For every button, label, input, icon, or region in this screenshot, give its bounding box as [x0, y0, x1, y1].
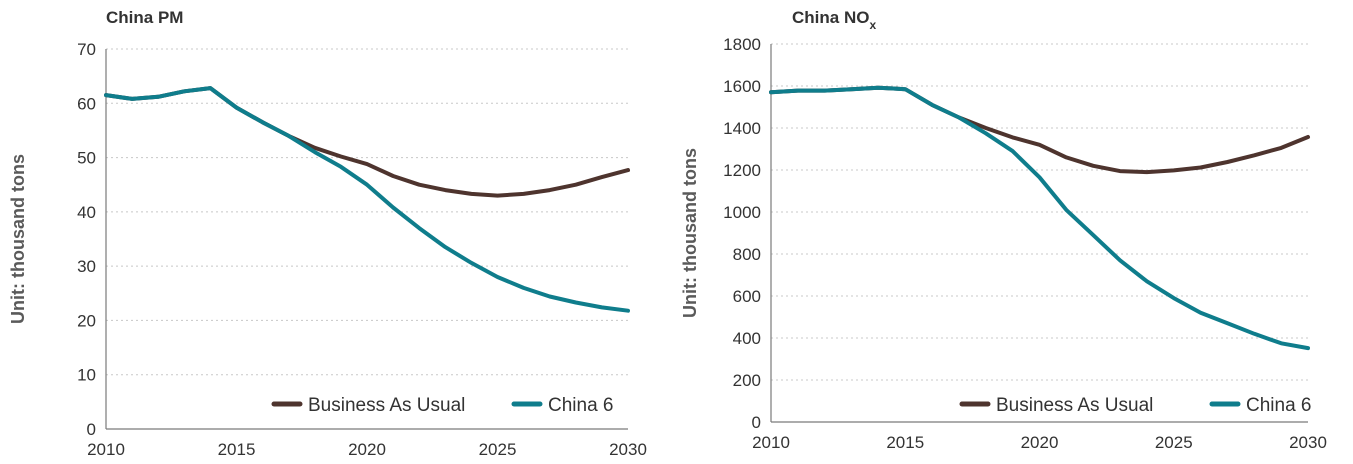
y-tick-label: 200: [733, 371, 761, 390]
y-tick-label: 50: [77, 149, 96, 168]
y-tick-label: 0: [87, 420, 96, 439]
y-tick-label: 1600: [723, 77, 761, 96]
x-tick-label: 2020: [348, 440, 386, 459]
y-tick-label: 600: [733, 287, 761, 306]
chart-title: China NOx: [792, 8, 876, 32]
x-tick-label: 2010: [752, 433, 790, 452]
x-tick-label: 2025: [479, 440, 517, 459]
x-tick-label: 2030: [609, 440, 647, 459]
y-tick-label: 70: [77, 40, 96, 59]
x-tick-label: 2010: [87, 440, 125, 459]
y-tick-label: 20: [77, 311, 96, 330]
chart-china-nox: China NOx 0 200 400 600 800 1000 1200 1400 1600 18…: [680, 8, 1327, 452]
y-tick-label: 1200: [723, 161, 761, 180]
series-line-business-as-usual: [769, 85, 1310, 175]
y-tick-label: 1800: [723, 35, 761, 54]
x-tick-label: 2015: [218, 440, 256, 459]
x-tick-label: 2025: [1155, 433, 1193, 452]
y-tick-label: 1400: [723, 119, 761, 138]
chart-title-text: China PM: [106, 8, 183, 27]
chart-title-text: China NO: [792, 8, 869, 27]
chart-title: China PM: [106, 8, 183, 27]
y-tick-label: 30: [77, 257, 96, 276]
x-tick-label: 2030: [1289, 433, 1327, 452]
y-axis-label: Unit: thousand tons: [680, 148, 700, 318]
y-axis-label: Unit: thousand tons: [8, 154, 28, 324]
y-tick-label: 400: [733, 329, 761, 348]
legend-label: China 6: [548, 395, 614, 416]
y-tick-label: 800: [733, 245, 761, 264]
y-tick-label: 40: [77, 203, 96, 222]
legend-label: Business As Usual: [996, 395, 1153, 416]
series-line-business-as-usual: [104, 86, 630, 198]
chart-title-subscript: x: [869, 18, 876, 32]
y-tick-label: 0: [752, 413, 761, 432]
y-tick-label: 1000: [723, 203, 761, 222]
y-tick-label: 10: [77, 366, 96, 385]
legend-label: Business As Usual: [308, 395, 465, 416]
x-tick-label: 2020: [1021, 433, 1059, 452]
legend-label: China 6: [1246, 395, 1312, 416]
x-tick-label: 2015: [886, 433, 924, 452]
series-line-china-6: [104, 86, 630, 313]
y-tick-label: 60: [77, 94, 96, 113]
series-line-china-6: [769, 85, 1310, 351]
